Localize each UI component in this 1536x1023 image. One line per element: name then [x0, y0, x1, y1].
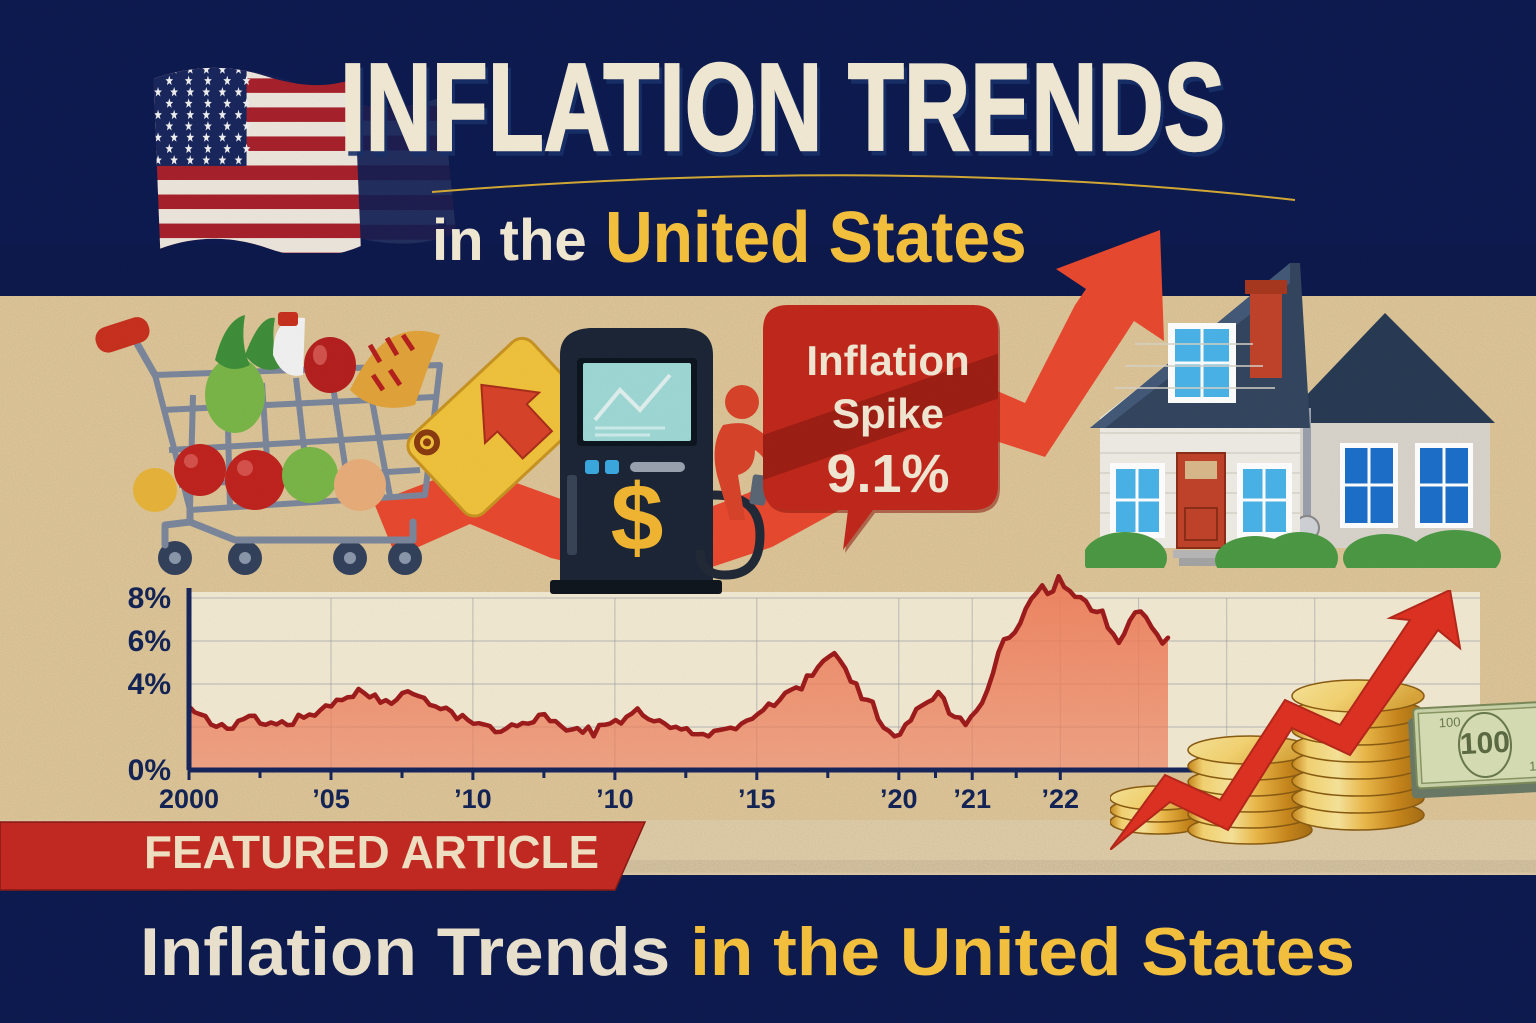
svg-text:Inflation Trends in the United: Inflation Trends in the United States — [140, 914, 1355, 990]
svg-text:9.1%: 9.1% — [826, 444, 949, 504]
svg-text:Spike: Spike — [832, 390, 944, 437]
svg-text:Inflation: Inflation — [806, 337, 969, 384]
